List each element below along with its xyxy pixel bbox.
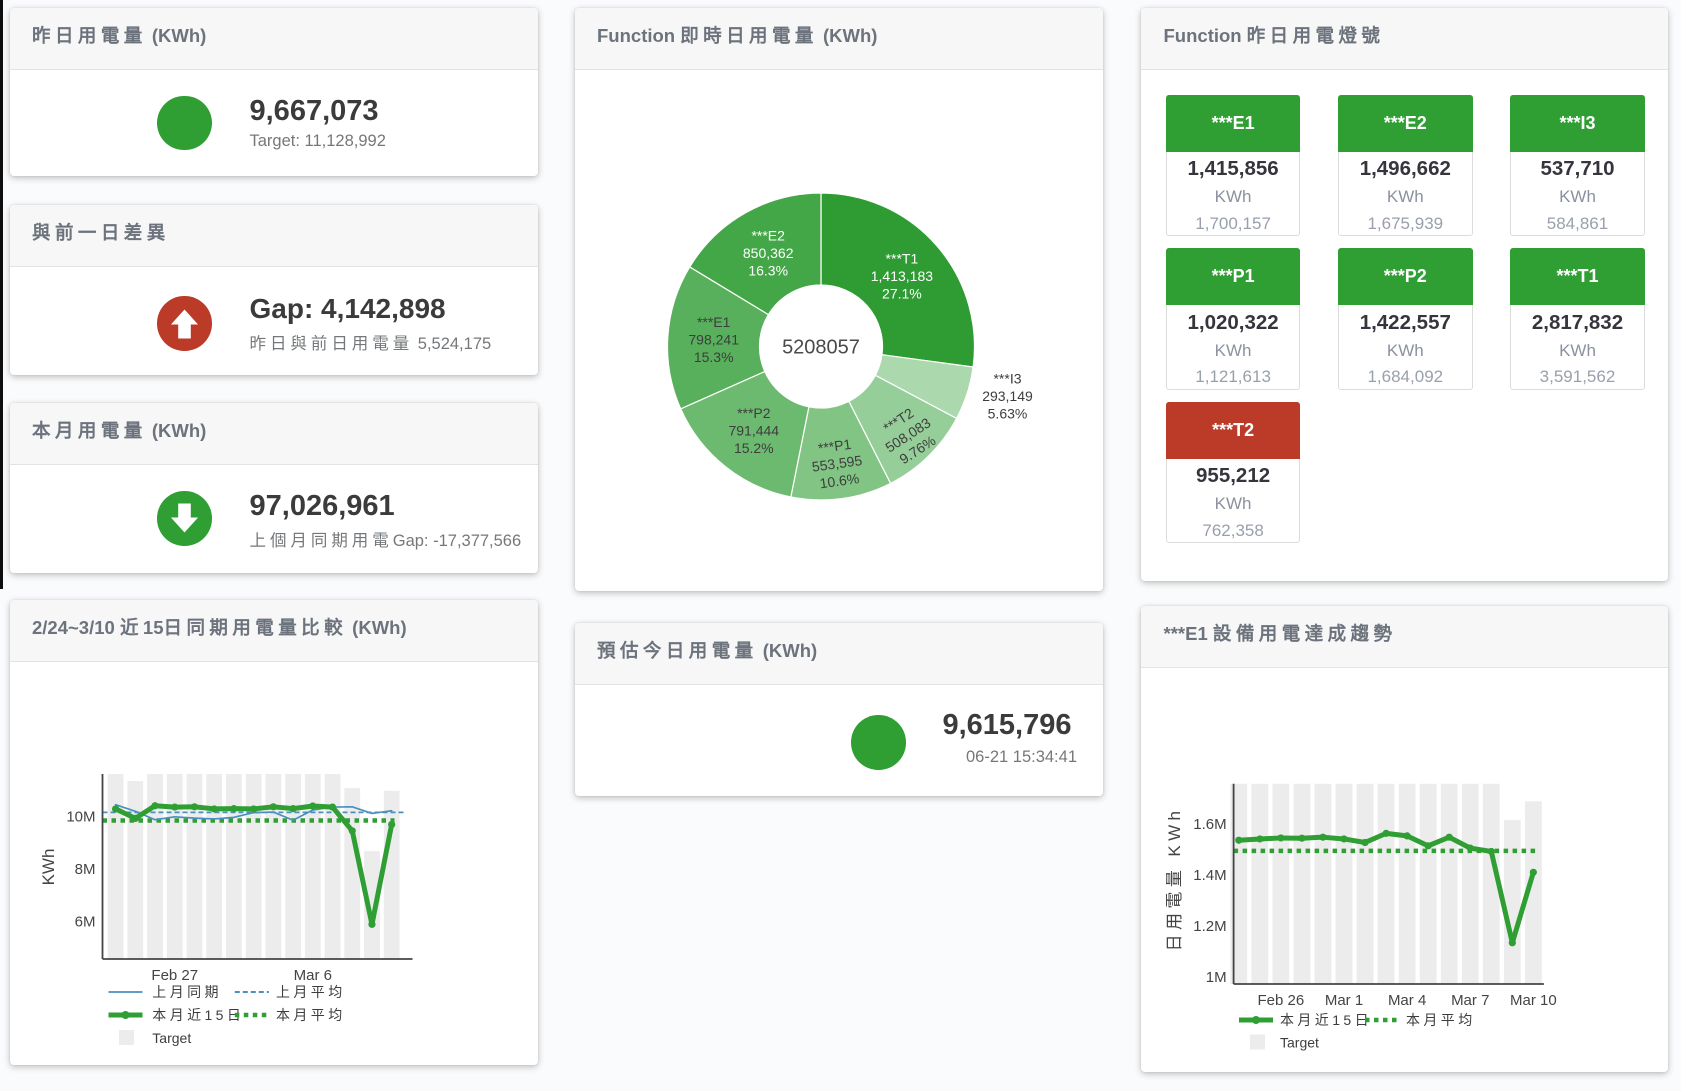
- svg-text:Target: Target: [152, 1030, 191, 1046]
- svg-text:Mar 10: Mar 10: [1510, 992, 1557, 1009]
- svg-text:293,149: 293,149: [982, 388, 1033, 404]
- svg-text:日用電量 KWh: 日用電量 KWh: [1165, 807, 1184, 952]
- svg-text:1M: 1M: [1205, 969, 1226, 986]
- svg-text:5.63%: 5.63%: [987, 405, 1027, 421]
- svg-text:Feb 27: Feb 27: [151, 967, 198, 984]
- svg-text:10M: 10M: [66, 808, 95, 825]
- svg-text:本月平均: 本月平均: [1406, 1012, 1476, 1028]
- svg-text:850,362: 850,362: [742, 244, 793, 260]
- svg-text:上月平均: 上月平均: [276, 984, 346, 1000]
- svg-text:15.3%: 15.3%: [693, 349, 733, 365]
- svg-text:Target: Target: [1280, 1035, 1319, 1051]
- svg-text:***T1: ***T1: [885, 250, 918, 266]
- svg-text:Mar 7: Mar 7: [1451, 992, 1489, 1009]
- svg-text:15.2%: 15.2%: [733, 439, 773, 455]
- svg-text:6M: 6M: [74, 914, 95, 931]
- svg-text:27.1%: 27.1%: [882, 285, 922, 301]
- svg-text:Mar 1: Mar 1: [1324, 992, 1362, 1009]
- svg-text:8M: 8M: [74, 861, 95, 878]
- svg-text:KWh: KWh: [39, 849, 58, 886]
- svg-text:798,241: 798,241: [688, 331, 739, 347]
- svg-text:本月平均: 本月平均: [276, 1007, 346, 1023]
- svg-text:1.4M: 1.4M: [1193, 867, 1226, 884]
- svg-text:本月近15日: 本月近15日: [1280, 1012, 1372, 1028]
- svg-text:10.6%: 10.6%: [818, 470, 860, 491]
- svg-text:Feb 26: Feb 26: [1257, 992, 1304, 1009]
- svg-text:1.6M: 1.6M: [1193, 816, 1226, 833]
- svg-text:1,413,183: 1,413,183: [870, 267, 932, 283]
- svg-text:本月近15日: 本月近15日: [152, 1007, 244, 1023]
- svg-text:Mar 4: Mar 4: [1387, 992, 1425, 1009]
- svg-text:***I3: ***I3: [993, 370, 1021, 386]
- svg-text:上月同期: 上月同期: [152, 984, 222, 1000]
- svg-text:1.2M: 1.2M: [1193, 918, 1226, 935]
- svg-text:791,444: 791,444: [728, 422, 779, 438]
- svg-text:16.3%: 16.3%: [748, 262, 788, 278]
- svg-text:***E2: ***E2: [751, 227, 785, 243]
- svg-text:5208057: 5208057: [782, 336, 860, 358]
- svg-text:***P2: ***P2: [737, 404, 771, 420]
- svg-text:***P1: ***P1: [816, 435, 852, 455]
- svg-text:553,595: 553,595: [810, 452, 863, 475]
- svg-text:Mar 6: Mar 6: [293, 967, 331, 984]
- svg-text:***E1: ***E1: [696, 314, 730, 330]
